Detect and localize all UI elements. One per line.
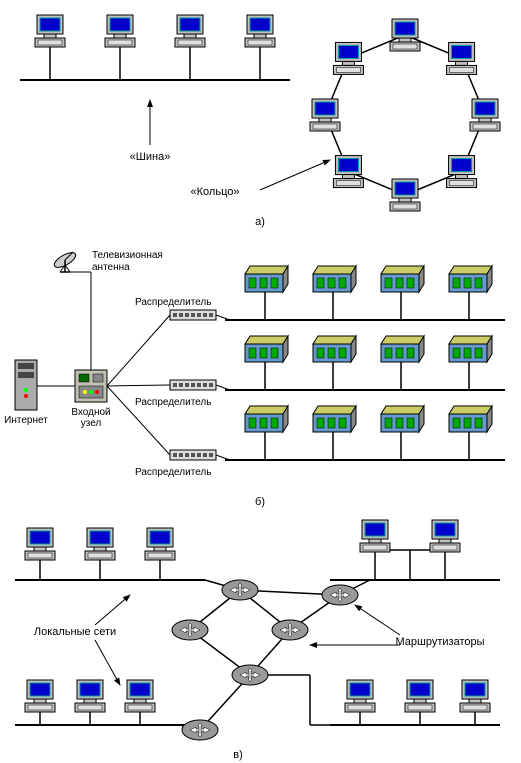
house-icon: [381, 406, 424, 432]
house-icon: [313, 336, 356, 362]
server-icon: [15, 360, 37, 410]
pc-icon: [447, 156, 477, 188]
house-icon: [245, 336, 288, 362]
pc-icon: [390, 19, 420, 51]
entry-label-1: Входной: [71, 407, 110, 418]
entry-label-2: узел: [81, 418, 102, 429]
pc-icon: [360, 520, 390, 552]
house-icon: [245, 266, 288, 292]
routers-label: Маршрутизаторы: [396, 636, 485, 648]
house-icon: [381, 336, 424, 362]
house-icon: [449, 336, 492, 362]
house-icon: [449, 266, 492, 292]
distributor-label: Распределитель: [135, 397, 211, 408]
pc-icon: [145, 528, 175, 560]
pc-icon: [390, 179, 420, 211]
pc-icon: [310, 99, 340, 131]
section-b: Телевизионная антенна Интернет Входной у…: [4, 250, 505, 508]
switch-icon: [170, 380, 216, 390]
ring-topology: «Кольцо»: [191, 19, 500, 211]
caption-b: б): [255, 496, 265, 508]
house-icon: [245, 406, 288, 432]
caption-a: а): [255, 216, 265, 228]
pc-icon: [447, 42, 477, 74]
switch-icon: [170, 450, 216, 460]
pc-icon: [105, 15, 135, 47]
section-c: Локальные сети Маршрутизаторы в): [15, 520, 500, 761]
house-icon: [381, 266, 424, 292]
pc-icon: [25, 680, 55, 712]
pc-icon: [333, 42, 363, 74]
antenna-label-2: антенна: [92, 262, 130, 273]
section-a: «Шина» «Кольцо» а): [20, 15, 500, 228]
lan-label: Локальные сети: [34, 626, 116, 638]
distributor-label: Распределитель: [135, 297, 211, 308]
pc-icon: [405, 680, 435, 712]
pc-icon: [125, 680, 155, 712]
router-icon: [272, 620, 308, 640]
bus-label: «Шина»: [130, 151, 171, 163]
ring-label: «Кольцо»: [191, 186, 240, 198]
pc-icon: [345, 680, 375, 712]
router-icon: [232, 665, 268, 685]
caption-c: в): [233, 749, 243, 761]
pc-icon: [175, 15, 205, 47]
router-icon: [182, 720, 218, 740]
house-icon: [313, 266, 356, 292]
bus-topology: «Шина»: [20, 15, 290, 163]
entry-node-icon: [75, 370, 107, 402]
router-icon: [222, 580, 258, 600]
pc-icon: [245, 15, 275, 47]
pc-icon: [430, 520, 460, 552]
switch-icon: [170, 310, 216, 320]
pc-icon: [460, 680, 490, 712]
pc-icon: [75, 680, 105, 712]
pc-icon: [25, 528, 55, 560]
house-icon: [449, 406, 492, 432]
antenna-icon: [52, 250, 78, 272]
antenna-label-1: Телевизионная: [92, 250, 163, 261]
house-icon: [313, 406, 356, 432]
pc-icon: [470, 99, 500, 131]
distributor-label: Распределитель: [135, 467, 211, 478]
pc-icon: [85, 528, 115, 560]
network-topology-diagram: «Шина» «Кольцо» а) Телевизионная антенна…: [0, 0, 521, 763]
pc-icon: [333, 156, 363, 188]
internet-label: Интернет: [4, 415, 48, 426]
pc-icon: [35, 15, 65, 47]
router-icon: [322, 585, 358, 605]
router-icon: [172, 620, 208, 640]
